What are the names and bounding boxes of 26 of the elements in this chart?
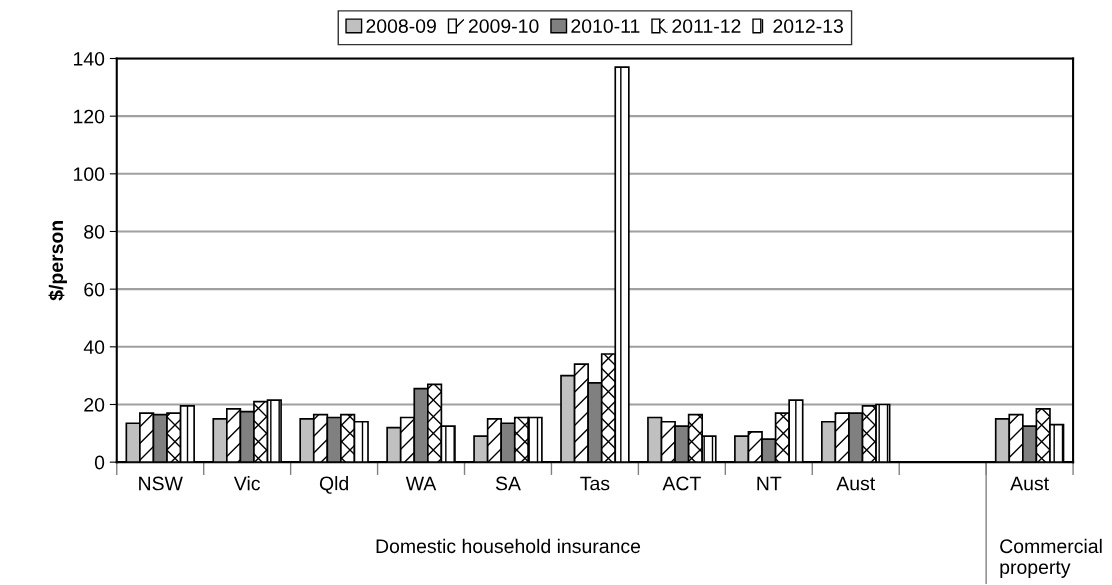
y-tick-label: 0 (94, 455, 105, 470)
x-tick-label: WA (405, 476, 437, 491)
x-tick-label: Qld (319, 476, 348, 494)
y-tick-label: 40 (83, 340, 105, 355)
x-tick-label: Aust (836, 476, 876, 491)
y-tick-label: 120 (74, 109, 105, 124)
legend-label: 2012-13 (773, 19, 843, 33)
x-tick-label: Aust (1010, 476, 1049, 491)
y-tick-label: 140 (74, 51, 105, 66)
x-tick-label: Tas (580, 476, 610, 491)
legend-label: 2010-11 (571, 19, 640, 33)
x-tick-label: Vic (233, 476, 260, 491)
y-tick-label: 20 (84, 397, 105, 412)
legend-label: 2011-12 (672, 19, 741, 33)
legend-label: 2008-09 (366, 19, 436, 33)
y-axis-title: $/person (48, 221, 67, 301)
y-tick-label: 80 (84, 224, 105, 239)
text: Commercial property (1000, 538, 1102, 578)
x-tick-label: NSW (139, 476, 183, 491)
y-tick-label: 100 (74, 167, 105, 182)
text: Domestic household insurance (376, 538, 641, 554)
legend-label: 2009-10 (468, 19, 539, 33)
x-tick-label: ACT (662, 476, 701, 491)
y-tick-label: 60 (84, 282, 105, 297)
x-tick-label: SA (495, 476, 521, 491)
x-tick-label: NT (757, 476, 782, 491)
